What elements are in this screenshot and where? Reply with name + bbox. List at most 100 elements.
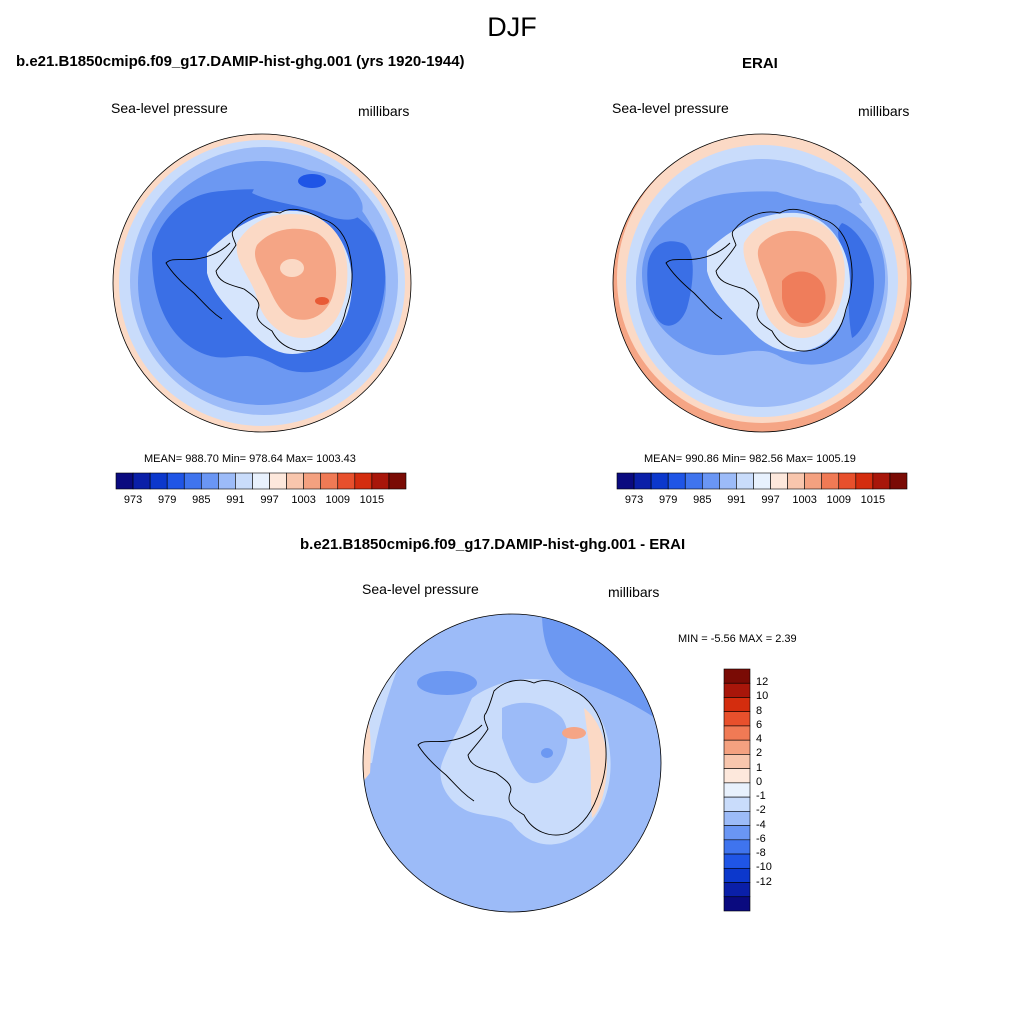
panel-1-map	[112, 133, 412, 433]
colorbar-swatch	[616, 472, 635, 490]
colorbar-swatch	[723, 811, 751, 826]
colorbar-swatch	[723, 739, 751, 755]
colorbar-swatch	[650, 472, 669, 490]
colorbar-swatch	[723, 839, 751, 855]
panel-1-stats: MEAN= 988.70 Min= 978.64 Max= 1003.43	[144, 453, 356, 465]
panel-2-map	[612, 133, 912, 433]
panel-3-map	[362, 613, 662, 913]
colorbar-tick-label: 991	[226, 494, 245, 506]
colorbar-swatch	[787, 472, 805, 490]
colorbar-swatch	[371, 472, 390, 490]
colorbar-swatch	[269, 472, 287, 490]
colorbar-swatch	[723, 682, 751, 698]
panel-2-colorbar	[616, 472, 908, 490]
colorbar-swatch	[200, 472, 219, 490]
colorbar-swatch	[337, 472, 356, 490]
colorbar-swatch	[303, 472, 322, 490]
colorbar-tick-label: 10	[756, 690, 769, 703]
colorbar-tick-label: 985	[693, 494, 712, 506]
colorbar-tick-label: 973	[624, 494, 644, 506]
colorbar-tick-label: -8	[756, 847, 766, 860]
panel-2-variable-label: Sea-level pressure	[612, 100, 729, 116]
colorbar-swatch	[838, 472, 857, 490]
panel-1-title: b.e21.B1850cmip6.f09_g17.DAMIP-hist-ghg.…	[16, 53, 465, 70]
colorbar-tick-label: 12	[756, 676, 769, 689]
colorbar-swatch	[855, 472, 874, 490]
colorbar-swatch	[723, 796, 751, 812]
colorbar-tick-label: -6	[756, 832, 766, 845]
colorbar-swatch	[286, 472, 304, 490]
colorbar-tick-label: -12	[756, 875, 772, 888]
colorbar-tick-label: 1015	[860, 494, 886, 506]
panel-2-units-label: millibars	[858, 103, 910, 119]
colorbar-swatch	[770, 472, 788, 490]
colorbar-tick-label: 1	[756, 761, 763, 774]
colorbar-swatch	[166, 472, 185, 490]
panel-3-units-label: millibars	[608, 584, 660, 600]
colorbar-swatch	[149, 472, 168, 490]
colorbar-tick-label: 985	[192, 494, 211, 506]
colorbar-tick-label: 1003	[792, 494, 817, 506]
colorbar-swatch	[183, 472, 202, 490]
colorbar-swatch	[753, 472, 771, 490]
colorbar-tick-label: 0	[756, 775, 763, 788]
colorbar-swatch	[723, 882, 751, 898]
colorbar-swatch	[723, 896, 751, 912]
colorbar-swatch	[723, 825, 751, 841]
colorbar-swatch	[723, 768, 751, 784]
colorbar-swatch	[723, 754, 751, 769]
colorbar-tick-label: 6	[756, 718, 763, 731]
colorbar-tick-label: 1009	[826, 494, 851, 506]
colorbar-swatch	[633, 472, 652, 490]
panel-1-units-label: millibars	[358, 103, 410, 119]
colorbar-tick-label: 979	[157, 494, 177, 506]
colorbar-swatch	[723, 668, 751, 684]
colorbar-tick-label: 1003	[291, 494, 316, 506]
colorbar-swatch	[388, 472, 407, 490]
colorbar-swatch	[804, 472, 823, 490]
figure-title: DJF	[487, 12, 537, 42]
colorbar-swatch	[723, 711, 751, 727]
colorbar-swatch	[235, 472, 253, 490]
colorbar-tick-label: 997	[761, 494, 780, 506]
colorbar-swatch	[723, 867, 751, 883]
colorbar-tick-label: -10	[756, 861, 772, 874]
panel-2-stats: MEAN= 990.86 Min= 982.56 Max= 1005.19	[644, 453, 856, 465]
colorbar-tick-label: -4	[756, 818, 766, 831]
colorbar-tick-label: 997	[260, 494, 279, 506]
colorbar-tick-label: 1015	[359, 494, 385, 506]
colorbar-swatch	[320, 472, 339, 490]
colorbar-tick-label: 991	[727, 494, 746, 506]
colorbar-tick-label: 8	[756, 704, 763, 717]
colorbar-swatch	[889, 472, 908, 490]
colorbar-tick-label: 973	[123, 494, 143, 506]
panel-3-title: b.e21.B1850cmip6.f09_g17.DAMIP-hist-ghg.…	[300, 536, 686, 553]
colorbar-swatch	[736, 472, 754, 490]
colorbar-tick-label: 2	[756, 747, 763, 760]
colorbar-swatch	[667, 472, 686, 490]
panel-1-colorbar	[115, 472, 407, 490]
colorbar-tick-label: -1	[756, 790, 766, 803]
colorbar-swatch	[723, 725, 751, 741]
colorbar-tick-label: 4	[756, 733, 763, 746]
colorbar-swatch	[872, 472, 891, 490]
colorbar-swatch	[354, 472, 373, 490]
panel-1-variable-label: Sea-level pressure	[111, 100, 228, 116]
colorbar-tick-label: 1009	[325, 494, 350, 506]
colorbar-tick-label: -2	[756, 804, 766, 817]
panel-3-variable-label: Sea-level pressure	[362, 581, 479, 597]
colorbar-swatch	[723, 853, 751, 869]
colorbar-swatch	[719, 472, 737, 490]
panel-2-title: ERAI	[742, 55, 778, 72]
panel-3-stats: MIN = -5.56 MAX = 2.39	[678, 633, 797, 645]
colorbar-swatch	[821, 472, 840, 490]
colorbar-swatch	[723, 697, 751, 713]
colorbar-tick-label: 979	[658, 494, 678, 506]
colorbar-swatch	[115, 472, 134, 490]
colorbar-swatch	[132, 472, 151, 490]
colorbar-swatch	[252, 472, 270, 490]
colorbar-swatch	[218, 472, 236, 490]
colorbar-swatch	[723, 782, 751, 798]
panel-3-colorbar	[723, 668, 751, 912]
